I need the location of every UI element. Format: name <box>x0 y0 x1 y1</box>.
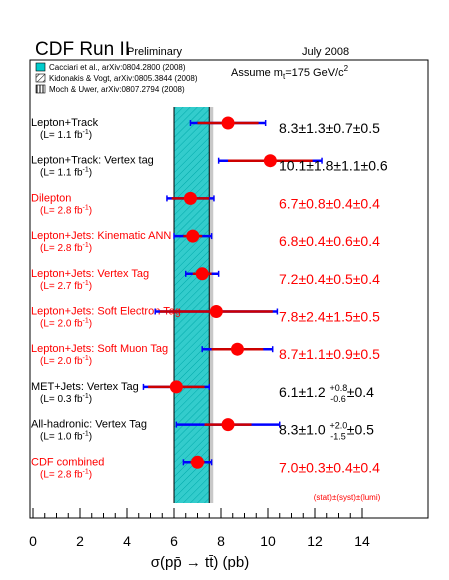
x-tick-label: 10 <box>260 533 276 549</box>
measurement-row: Lepton+Jets: Kinematic ANN(L= 2.8 fb-1) 6… <box>31 229 380 254</box>
data-point <box>186 229 200 243</box>
measurement-row: MET+Jets: Vertex Tag(L= 0.3 fb-1) 6.1±1.2… <box>31 380 374 405</box>
data-point <box>230 342 244 356</box>
measurement-row: Lepton+Jets: Soft Electron Tag(L= 2.0 fb… <box>31 305 380 330</box>
x-tick-label: 0 <box>29 533 37 549</box>
measurement-row: Dilepton(L= 2.8 fb-1) 6.7±0.8±0.4±0.4 <box>31 191 380 216</box>
assumption-label: Assume mt=175 GeV/c2 <box>231 64 349 81</box>
legend-label-moch: Moch & Uwer, arXiv:0807.2794 (2008) <box>49 85 185 94</box>
x-tick-label: 6 <box>170 533 178 549</box>
measurement-row: Lepton+Track: Vertex tag(L= 1.1 fb-1) 10.… <box>31 154 388 179</box>
measurement-name: Lepton+Track: Vertex tag <box>31 155 154 167</box>
measurement-result: 10.1±1.8±1.1±0.6 <box>279 158 388 174</box>
theory-band <box>173 107 214 503</box>
measurement-lumi: (L= 1.1 fb-1) <box>40 129 92 141</box>
measurement-row: CDF combined(L= 2.8 fb-1) 7.0±0.3±0.4±0.4 <box>31 455 380 480</box>
measurement-name: CDF combined <box>31 456 104 468</box>
measurement-lumi: (L= 2.8 fb-1) <box>40 468 92 480</box>
measurement-row: Lepton+Track(L= 1.1 fb-1) 8.3±1.3±0.7±0.5 <box>31 116 380 141</box>
measurement-result: 8.3±1.3±0.7±0.5 <box>279 120 380 136</box>
measurement-lumi: (L= 2.7 fb-1) <box>40 280 92 292</box>
measurement-lumi: (L= 2.8 fb-1) <box>40 204 92 216</box>
plot-frame <box>29 59 429 519</box>
x-tick-label: 4 <box>123 533 131 549</box>
measurement-lumi: (L= 2.8 fb-1) <box>40 242 92 254</box>
legend-label-kidonakis: Kidonakis & Vogt, arXiv:0805.3844 (2008) <box>49 74 198 83</box>
x-tick-label: 8 <box>217 533 225 549</box>
date-label: July 2008 <box>302 46 349 58</box>
measurement-lumi: (L= 0.3 fb-1) <box>40 393 92 405</box>
legend-label-cacciari: Cacciari et al., arXiv:0804.2800 (2008) <box>49 63 186 72</box>
x-axis-title: σ(pp̄ → tt̄) (pb) <box>151 554 249 571</box>
measurement-row: Lepton+Jets: Soft Muon Tag(L= 2.0 fb-1) 8… <box>31 342 380 367</box>
data-point <box>263 154 277 168</box>
measurement-result: 7.2±0.4±0.5±0.4 <box>279 271 380 287</box>
measurement-result: 7.0±0.3±0.4±0.4 <box>279 459 380 475</box>
measurement-name: Lepton+Jets: Vertex Tag <box>31 268 149 280</box>
legend-swatch-moch <box>35 84 46 94</box>
data-point <box>221 116 235 130</box>
measurement-name: Lepton+Jets: Soft Electron Tag <box>31 306 181 318</box>
data-point <box>169 380 183 394</box>
measurement-name: Dilepton <box>31 192 71 204</box>
measurement-name: MET+Jets: Vertex Tag <box>31 381 139 393</box>
measurement-name: Lepton+Track <box>31 117 99 129</box>
legend: Cacciari et al., arXiv:0804.2800 (2008) … <box>35 62 198 94</box>
measurement-rows: Lepton+Track(L= 1.1 fb-1) 8.3±1.3±0.7±0.5… <box>31 116 388 480</box>
measurement-result: 8.7±1.1±0.9±0.5 <box>279 346 380 362</box>
measurement-lumi: (L= 1.0 fb-1) <box>40 431 92 443</box>
measurement-lumi: (L= 2.0 fb-1) <box>40 318 92 330</box>
chart-title: CDF Run II <box>35 39 130 60</box>
data-point <box>195 267 209 281</box>
theory-band-shade <box>209 107 214 503</box>
x-tick-label: 12 <box>307 533 323 549</box>
footnote-label: (stat)±(syst)±(lumi) <box>314 493 381 502</box>
preliminary-label: Preliminary <box>127 46 183 58</box>
measurement-name: All-hadronic: Vertex Tag <box>31 419 147 431</box>
data-point <box>183 191 197 205</box>
measurement-result: 8.3±1.0 +2.0 -1.5±0.5 <box>279 421 374 442</box>
theory-band-hatch <box>174 107 210 503</box>
measurement-row: Lepton+Jets: Vertex Tag(L= 2.7 fb-1) 7.2±… <box>31 267 380 292</box>
measurement-result: 6.7±0.8±0.4±0.4 <box>279 195 380 211</box>
measurement-lumi: (L= 1.1 fb-1) <box>40 167 92 179</box>
x-axis: 0 2 4 6 8 10 12 14 <box>29 508 370 549</box>
measurement-result: 6.8±0.4±0.6±0.4 <box>279 233 380 249</box>
measurement-row: All-hadronic: Vertex Tag(L= 1.0 fb-1) 8.3… <box>31 418 374 443</box>
measurement-result: 7.8±2.4±1.5±0.5 <box>279 309 380 325</box>
x-tick-label: 2 <box>76 533 84 549</box>
data-point <box>221 418 235 432</box>
data-point <box>209 305 223 318</box>
data-point <box>191 455 204 469</box>
x-tick-label: 14 <box>354 533 370 549</box>
measurement-result: 6.1±1.2 +0.8 -0.6±0.4 <box>279 383 374 404</box>
measurement-name: Lepton+Jets: Soft Muon Tag <box>31 343 168 355</box>
legend-swatch-kidonakis <box>35 73 46 83</box>
legend-swatch-cacciari <box>35 62 46 72</box>
measurement-lumi: (L= 2.0 fb-1) <box>40 355 92 367</box>
measurement-name: Lepton+Jets: Kinematic ANN <box>31 230 171 242</box>
